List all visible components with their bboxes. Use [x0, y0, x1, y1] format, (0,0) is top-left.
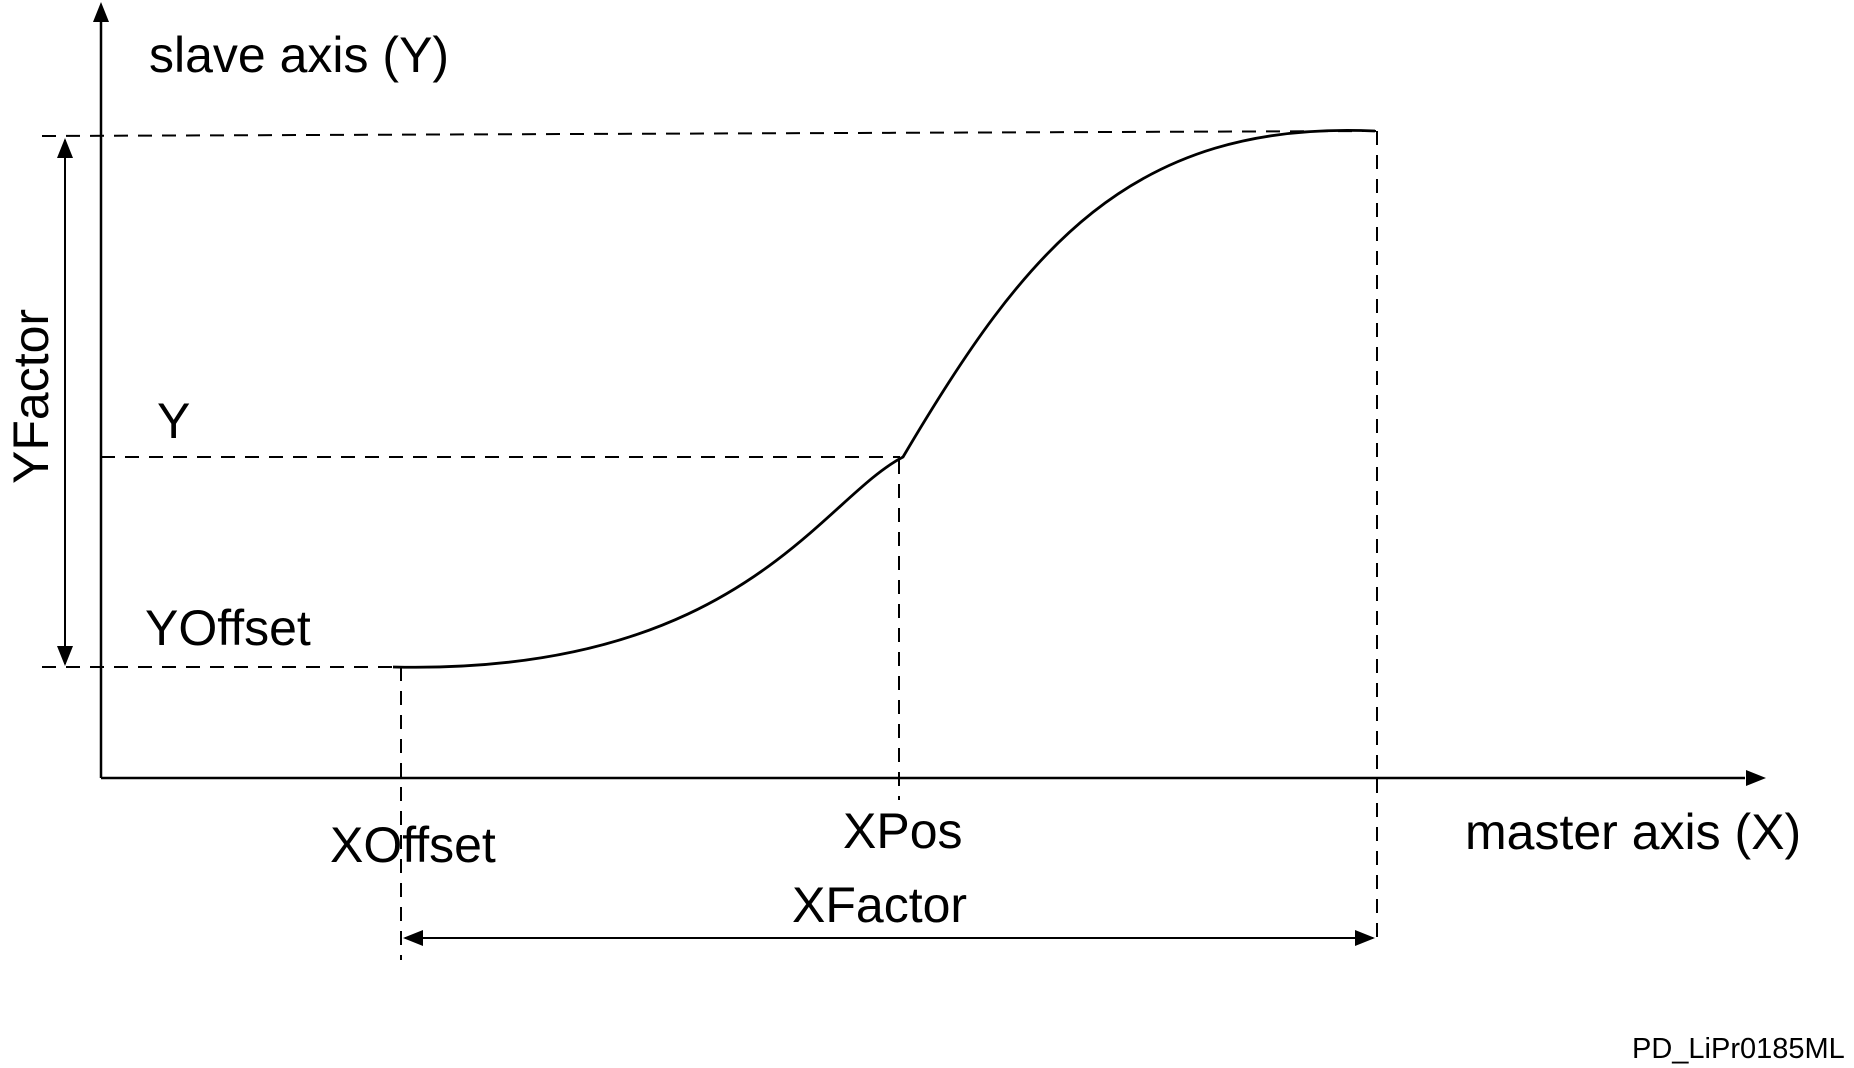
x-axis-arrowhead	[1746, 770, 1766, 786]
yfactor-label: YFactor	[3, 309, 59, 484]
xfactor-label: XFactor	[792, 877, 967, 933]
yoffset-label: YOffset	[145, 600, 311, 656]
y-axis-label: slave axis (Y)	[149, 27, 449, 83]
xpos-label: XPos	[843, 803, 963, 859]
xoffset-label: XOffset	[330, 817, 496, 873]
y-label: Y	[157, 393, 190, 449]
motion-curve	[392, 128, 1376, 669]
guide-top-horizontal	[41, 130, 1377, 137]
x-axis-label: master axis (X)	[1465, 804, 1801, 860]
y-axis-arrowhead	[93, 2, 109, 22]
reference-code: PD_LiPr0185ML	[1632, 1033, 1845, 1065]
guide-lines	[41, 130, 1378, 960]
